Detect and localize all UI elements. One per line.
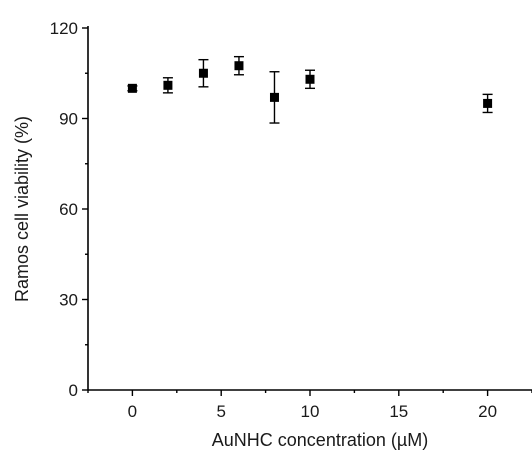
x-tick-label-20: 20: [478, 402, 497, 421]
marker-square: [305, 74, 315, 84]
y-tick-label-120: 120: [50, 19, 78, 38]
data-point-3: [233, 55, 244, 76]
data-point-1: [162, 77, 173, 94]
marker-square: [234, 61, 244, 71]
x-axis-title: AuNHC concentration (µM): [212, 430, 428, 450]
x-tick-label-5: 5: [216, 402, 225, 421]
data-point-4: [269, 71, 280, 124]
x-tick-label-10: 10: [301, 402, 320, 421]
y-tick-label-60: 60: [59, 200, 78, 219]
y-tick-label-0: 0: [69, 381, 78, 400]
x-ticks: 0 5 10 15 20: [87, 390, 532, 421]
marker-square: [483, 98, 493, 108]
y-tick-label-30: 30: [59, 291, 78, 310]
data-point-2: [198, 58, 209, 88]
data-point-5: [305, 69, 315, 90]
marker-square: [269, 92, 279, 102]
y-tick-label-90: 90: [59, 110, 78, 129]
y-ticks: 0 30 60 90 120: [50, 19, 88, 400]
x-tick-label-15: 15: [389, 402, 408, 421]
marker-square: [163, 80, 173, 90]
marker-square: [198, 68, 208, 78]
data-points: [127, 55, 493, 124]
data-point-6: [482, 93, 493, 114]
marker-square: [127, 83, 137, 93]
x-tick-label-0: 0: [128, 402, 137, 421]
y-axis-title: Ramos cell viability (%): [12, 116, 32, 302]
data-point-0: [127, 83, 138, 93]
